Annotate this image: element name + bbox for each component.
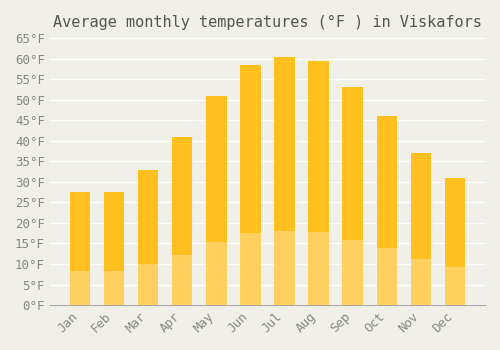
Bar: [308, 232, 329, 305]
Bar: [445, 267, 465, 305]
Bar: [206, 96, 227, 305]
Bar: [274, 57, 294, 305]
Bar: [70, 271, 90, 305]
Bar: [240, 233, 260, 305]
Bar: [172, 137, 193, 305]
Bar: [342, 240, 363, 305]
Bar: [308, 61, 329, 305]
Bar: [206, 242, 227, 305]
Bar: [104, 271, 124, 305]
Bar: [342, 88, 363, 305]
Bar: [376, 248, 397, 305]
Title: Average monthly temperatures (°F ) in Viskafors: Average monthly temperatures (°F ) in Vi…: [53, 15, 482, 30]
Bar: [445, 178, 465, 305]
Bar: [70, 192, 90, 305]
Bar: [104, 192, 124, 305]
Bar: [240, 65, 260, 305]
Bar: [376, 116, 397, 305]
Bar: [410, 259, 431, 305]
Bar: [410, 153, 431, 305]
Bar: [274, 231, 294, 305]
Bar: [172, 254, 193, 305]
Bar: [138, 264, 158, 305]
Bar: [138, 169, 158, 305]
